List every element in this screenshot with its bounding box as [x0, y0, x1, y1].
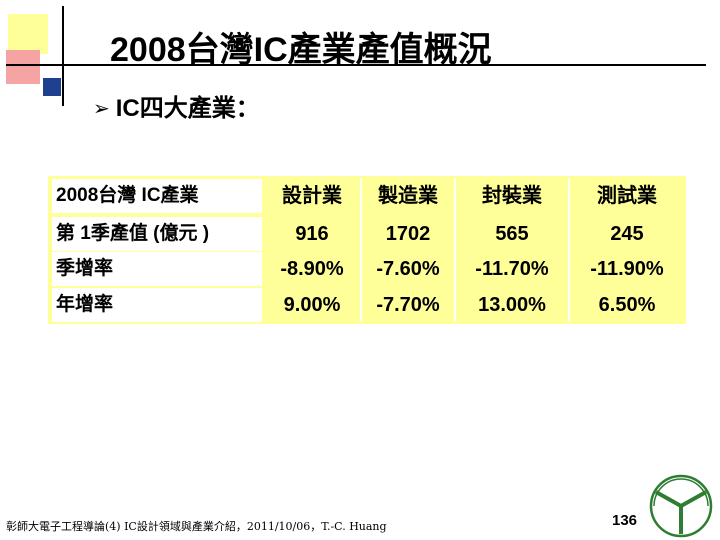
- column-header-testing: 測試業: [597, 185, 657, 207]
- table-cell: 565: [495, 223, 529, 245]
- table-cell: 245: [610, 223, 644, 245]
- table-cell: 1702: [385, 223, 431, 245]
- table-divider: [454, 179, 456, 322]
- table-cell: 9.00%: [283, 294, 341, 316]
- page-number: 136: [612, 512, 638, 529]
- column-header-packaging: 封裝業: [482, 185, 542, 207]
- decor-yellow-square: [8, 14, 48, 54]
- table-cell: -11.70%: [475, 258, 549, 280]
- arrow-bullet-icon: ➢: [93, 98, 110, 120]
- table-divider: [568, 179, 570, 322]
- table-cell: -7.70%: [376, 294, 440, 316]
- decor-pink-square: [6, 50, 40, 84]
- table-cell: 13.00%: [478, 294, 546, 316]
- table-corner-label: 2008台灣 IC產業: [52, 179, 262, 213]
- decor-horizontal-line: [6, 64, 706, 66]
- bullet-item: ➢ IC四大產業：: [93, 88, 260, 123]
- column-header-design: 設計業: [282, 185, 342, 207]
- table-cell: -7.60%: [376, 258, 440, 280]
- table-cell: 916: [295, 223, 329, 245]
- column-header-manufacturing: 製造業: [378, 185, 438, 207]
- row-label-qoq-growth: 季增率: [52, 252, 262, 286]
- bullet-text: IC四大產業：: [115, 95, 260, 122]
- table-cell: 6.50%: [598, 294, 656, 316]
- decor-blue-square: [43, 78, 61, 96]
- slide-title: 2008台灣IC產業產值概況: [110, 31, 492, 69]
- table-cell: -8.90%: [280, 258, 344, 280]
- footer-caption: 彰師大電子工程導論(4) IC設計領域與產業介紹，2011/10/06，T.-C…: [6, 520, 387, 533]
- ncue-epa-logo: [649, 474, 713, 538]
- decor-vertical-line: [62, 6, 64, 106]
- table-cell: -11.90%: [590, 258, 664, 280]
- row-label-q1-output: 第 1季產值 (億元 ): [52, 217, 262, 251]
- row-label-yoy-growth: 年增率: [52, 288, 262, 322]
- table-divider: [360, 179, 362, 322]
